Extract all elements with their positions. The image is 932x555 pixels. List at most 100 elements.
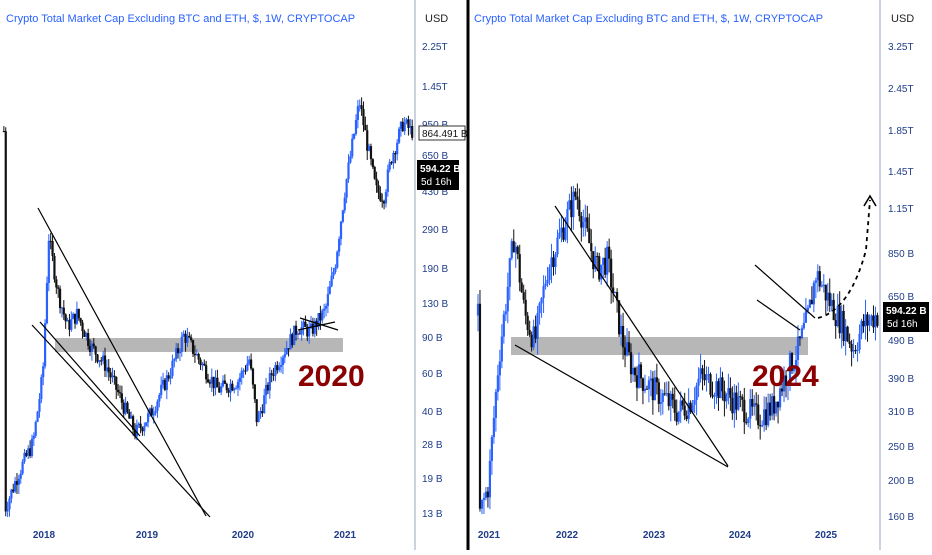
candle-body	[800, 328, 804, 339]
left-current-price-box	[417, 160, 459, 190]
candle-body	[876, 315, 879, 326]
candle-body	[240, 370, 243, 378]
candle-body	[349, 156, 352, 163]
candle-body	[150, 408, 153, 416]
candle-body	[339, 221, 343, 239]
candle-body	[633, 367, 637, 376]
candle-body	[629, 352, 633, 375]
candle-body	[574, 191, 577, 197]
candle-body	[58, 288, 62, 309]
candle-body	[576, 196, 579, 200]
candle-body	[396, 142, 399, 155]
candle-body	[21, 461, 24, 474]
candle-body	[371, 159, 374, 167]
candle-body	[6, 509, 9, 512]
candle-body	[28, 448, 32, 456]
candle-body	[14, 481, 17, 492]
candle-body	[691, 404, 694, 413]
candle-body	[769, 402, 772, 416]
candle-body	[293, 325, 296, 346]
candle-body	[669, 393, 672, 407]
candle-body	[488, 460, 492, 498]
candle-body	[184, 333, 187, 343]
candle-body	[683, 405, 686, 416]
candle-body	[323, 308, 326, 311]
candle-body	[713, 395, 716, 397]
candle-body	[411, 125, 414, 138]
candle-body	[604, 257, 607, 275]
candle-body	[725, 394, 728, 402]
candle-body	[358, 105, 361, 107]
candle-body	[36, 411, 39, 422]
y-tick-label: 200 B	[888, 476, 914, 487]
candle-body	[663, 393, 666, 395]
candle-body	[534, 326, 537, 339]
y-tick-label: 60 B	[422, 369, 443, 380]
candle-body	[64, 314, 67, 322]
candle-body	[647, 380, 650, 390]
candle-body	[345, 179, 348, 198]
candle-body	[494, 391, 497, 418]
candle-body	[201, 363, 204, 366]
candle-body	[641, 378, 645, 391]
trend-line	[754, 264, 816, 319]
candle-body	[810, 299, 813, 305]
candle-body	[88, 345, 92, 352]
candle-body	[227, 390, 230, 393]
candle-body	[749, 399, 752, 419]
candle-body	[169, 376, 172, 379]
left-chart-title: Crypto Total Market Cap Excluding BTC an…	[6, 13, 355, 25]
candle-body	[798, 336, 802, 339]
candle-body	[90, 343, 94, 352]
candle-body	[68, 320, 71, 330]
candle-body	[135, 424, 138, 437]
candle-body	[484, 491, 488, 498]
candle-body	[191, 340, 195, 354]
candle-body	[836, 305, 839, 327]
candle-body	[872, 315, 875, 328]
candle-body	[4, 131, 7, 512]
candle-body	[526, 315, 529, 331]
candle-body	[85, 333, 88, 337]
candle-body	[496, 375, 499, 392]
candle-body	[38, 399, 41, 412]
y-tick-label: 130 B	[422, 299, 448, 310]
candle-body	[341, 210, 344, 222]
candle-body	[693, 399, 696, 405]
candle-body	[259, 411, 262, 414]
candle-body	[287, 348, 290, 350]
left-last-price-tag: 864.491 B	[418, 125, 468, 141]
left-countdown-label: 5d 16h	[421, 177, 452, 188]
candle-body	[852, 350, 855, 352]
candle-body	[856, 349, 859, 352]
candle-body	[309, 323, 313, 327]
x-tick-label: 2025	[815, 530, 838, 541]
candle-body	[223, 380, 226, 384]
candle-body	[612, 287, 615, 294]
y-tick-label: 430 B	[422, 187, 448, 198]
candle-body	[210, 376, 213, 384]
candle-body	[792, 367, 796, 371]
candle-body	[528, 330, 531, 335]
trend-line	[554, 205, 729, 467]
candle-body	[818, 271, 821, 287]
candle-body	[225, 383, 228, 391]
candle-body	[639, 364, 643, 379]
candle-body	[266, 384, 270, 391]
candle-body	[540, 298, 543, 304]
candle-body	[321, 310, 324, 321]
candle-body	[390, 162, 393, 164]
candle-body	[685, 415, 688, 420]
candle-body	[695, 385, 698, 400]
candle-body	[542, 286, 545, 299]
candle-body	[649, 378, 652, 381]
candle-body	[751, 399, 754, 407]
right-chart-panel: Crypto Total Market Cap Excluding BTC an…	[474, 0, 929, 550]
candle-body	[161, 379, 165, 385]
candle-body	[10, 489, 13, 499]
candle-body	[128, 411, 131, 419]
candle-body	[510, 241, 513, 259]
trend-line	[514, 344, 729, 468]
candle-body	[637, 364, 641, 388]
